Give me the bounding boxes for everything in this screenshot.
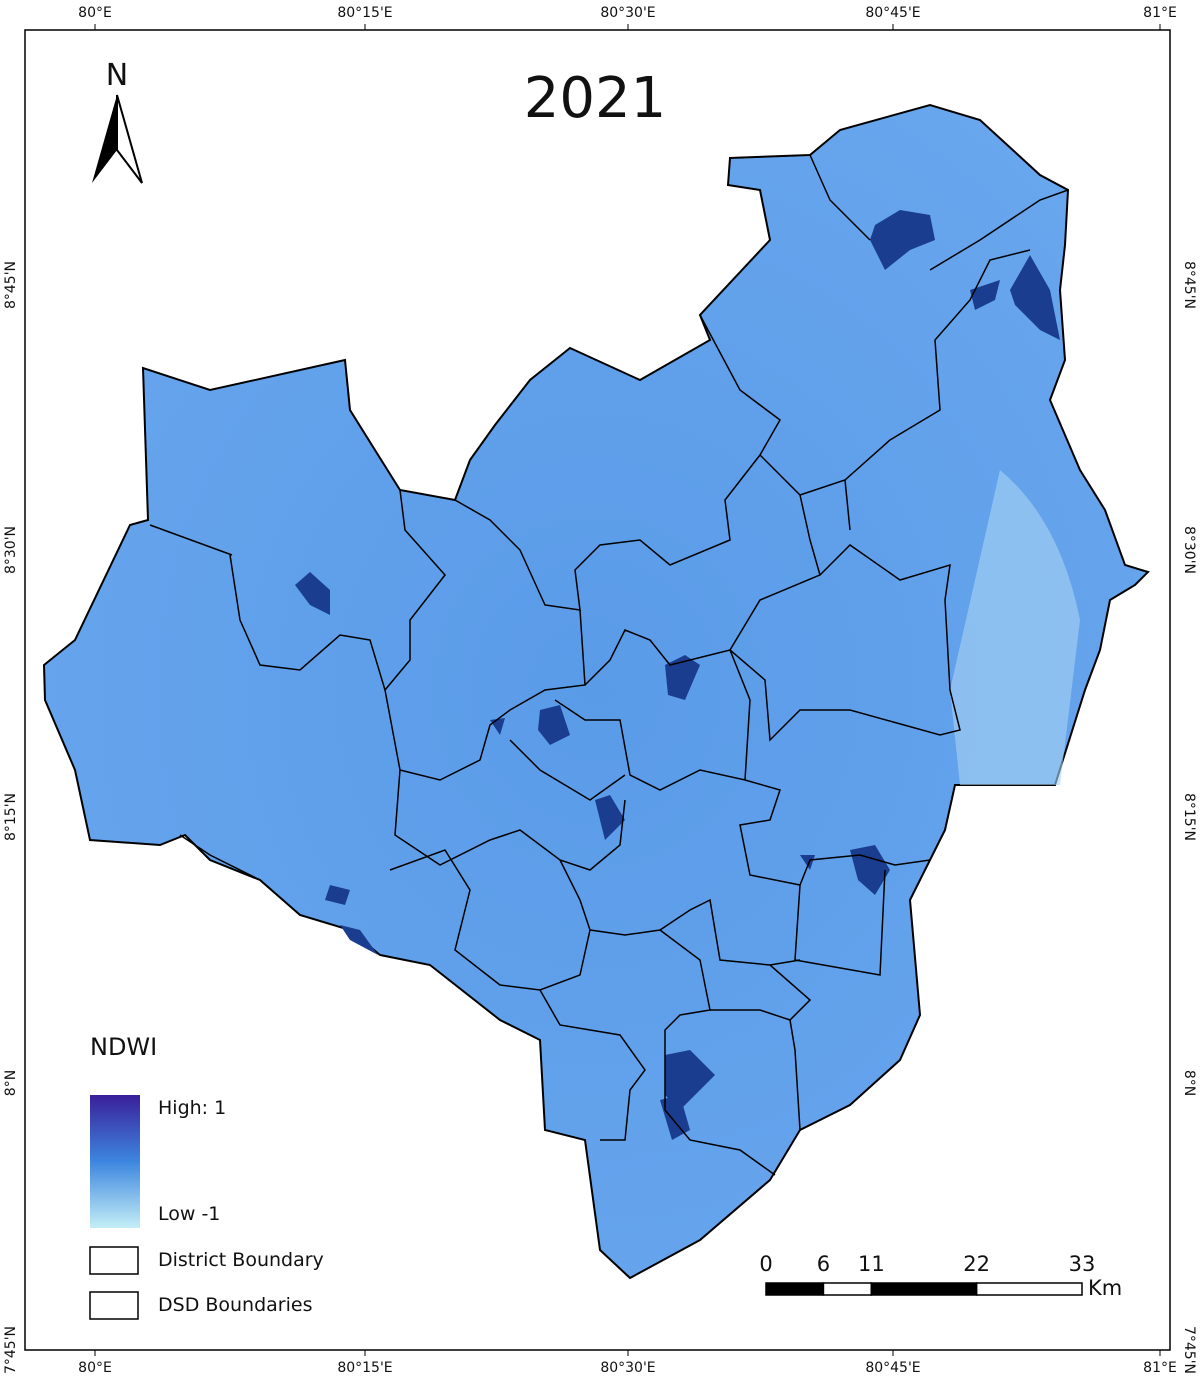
legend-district: District Boundary: [158, 1249, 324, 1271]
north-arrow: N: [92, 58, 143, 184]
legend-high: High: 1: [158, 1097, 226, 1119]
map-frame: [24, 29, 1171, 1351]
scale-segment: [822, 1282, 873, 1296]
graticule: 80°E 80°E 80°15'E 80°15'E 80°30'E 80°30'E 80°4…: [3, 5, 1197, 1376]
light-area: [950, 470, 1080, 785]
scale-label: 0: [759, 1252, 772, 1276]
x-label-bottom: 80°E: [78, 1360, 112, 1376]
y-label-right: 7°45'N: [1181, 1326, 1197, 1374]
dsd-swatch: [89, 1291, 139, 1320]
legend-dsd: DSD Boundaries: [158, 1294, 313, 1316]
x-label-bottom: 80°30'E: [600, 1360, 655, 1376]
x-label-bottom: 81°E: [1143, 1360, 1177, 1376]
scale-segment: [975, 1282, 1083, 1296]
district-boundary: [42, 103, 1150, 1280]
y-label-right: 8°45'N: [1181, 261, 1197, 309]
legend-low: Low -1: [158, 1203, 220, 1225]
x-label-top: 80°E: [78, 5, 112, 21]
x-label-bottom: 80°15'E: [337, 1360, 392, 1376]
x-label-top: 80°30'E: [600, 5, 655, 21]
x-label-top: 81°E: [1143, 5, 1177, 21]
y-label-right: 8°N: [1181, 1070, 1197, 1096]
x-label-top: 80°45'E: [865, 5, 920, 21]
north-label: N: [106, 58, 128, 93]
x-label-bottom: 80°45'E: [865, 1360, 920, 1376]
y-label-left: 8°N: [3, 1070, 19, 1096]
x-label-top: 80°15'E: [337, 5, 392, 21]
map-title: 2021: [524, 66, 667, 131]
y-label-left: 8°45'N: [3, 261, 19, 309]
legend: NDWI High: 1 Low -1 District Boundary DS…: [89, 1033, 324, 1320]
scale-label: 22: [963, 1252, 990, 1276]
y-label-left: 7°45'N: [3, 1326, 19, 1374]
y-label-right: 8°30'N: [1181, 526, 1197, 574]
scale-segment: [870, 1282, 978, 1296]
y-label-left: 8°15'N: [3, 793, 19, 841]
scale-label: 11: [858, 1252, 885, 1276]
district-swatch: [89, 1246, 139, 1275]
y-label-right: 8°15'N: [1181, 793, 1197, 841]
dsd-boundaries: [149, 154, 1069, 1176]
y-label-left: 8°30'N: [3, 526, 19, 574]
ndwi-ramp: [90, 1095, 140, 1228]
legend-title: NDWI: [90, 1033, 157, 1061]
scale-label: 6: [817, 1252, 830, 1276]
map-body: [42, 103, 1150, 1280]
scale-unit: Km: [1088, 1276, 1122, 1300]
scale-segment: [765, 1282, 825, 1296]
scale-label: 33: [1069, 1252, 1096, 1276]
